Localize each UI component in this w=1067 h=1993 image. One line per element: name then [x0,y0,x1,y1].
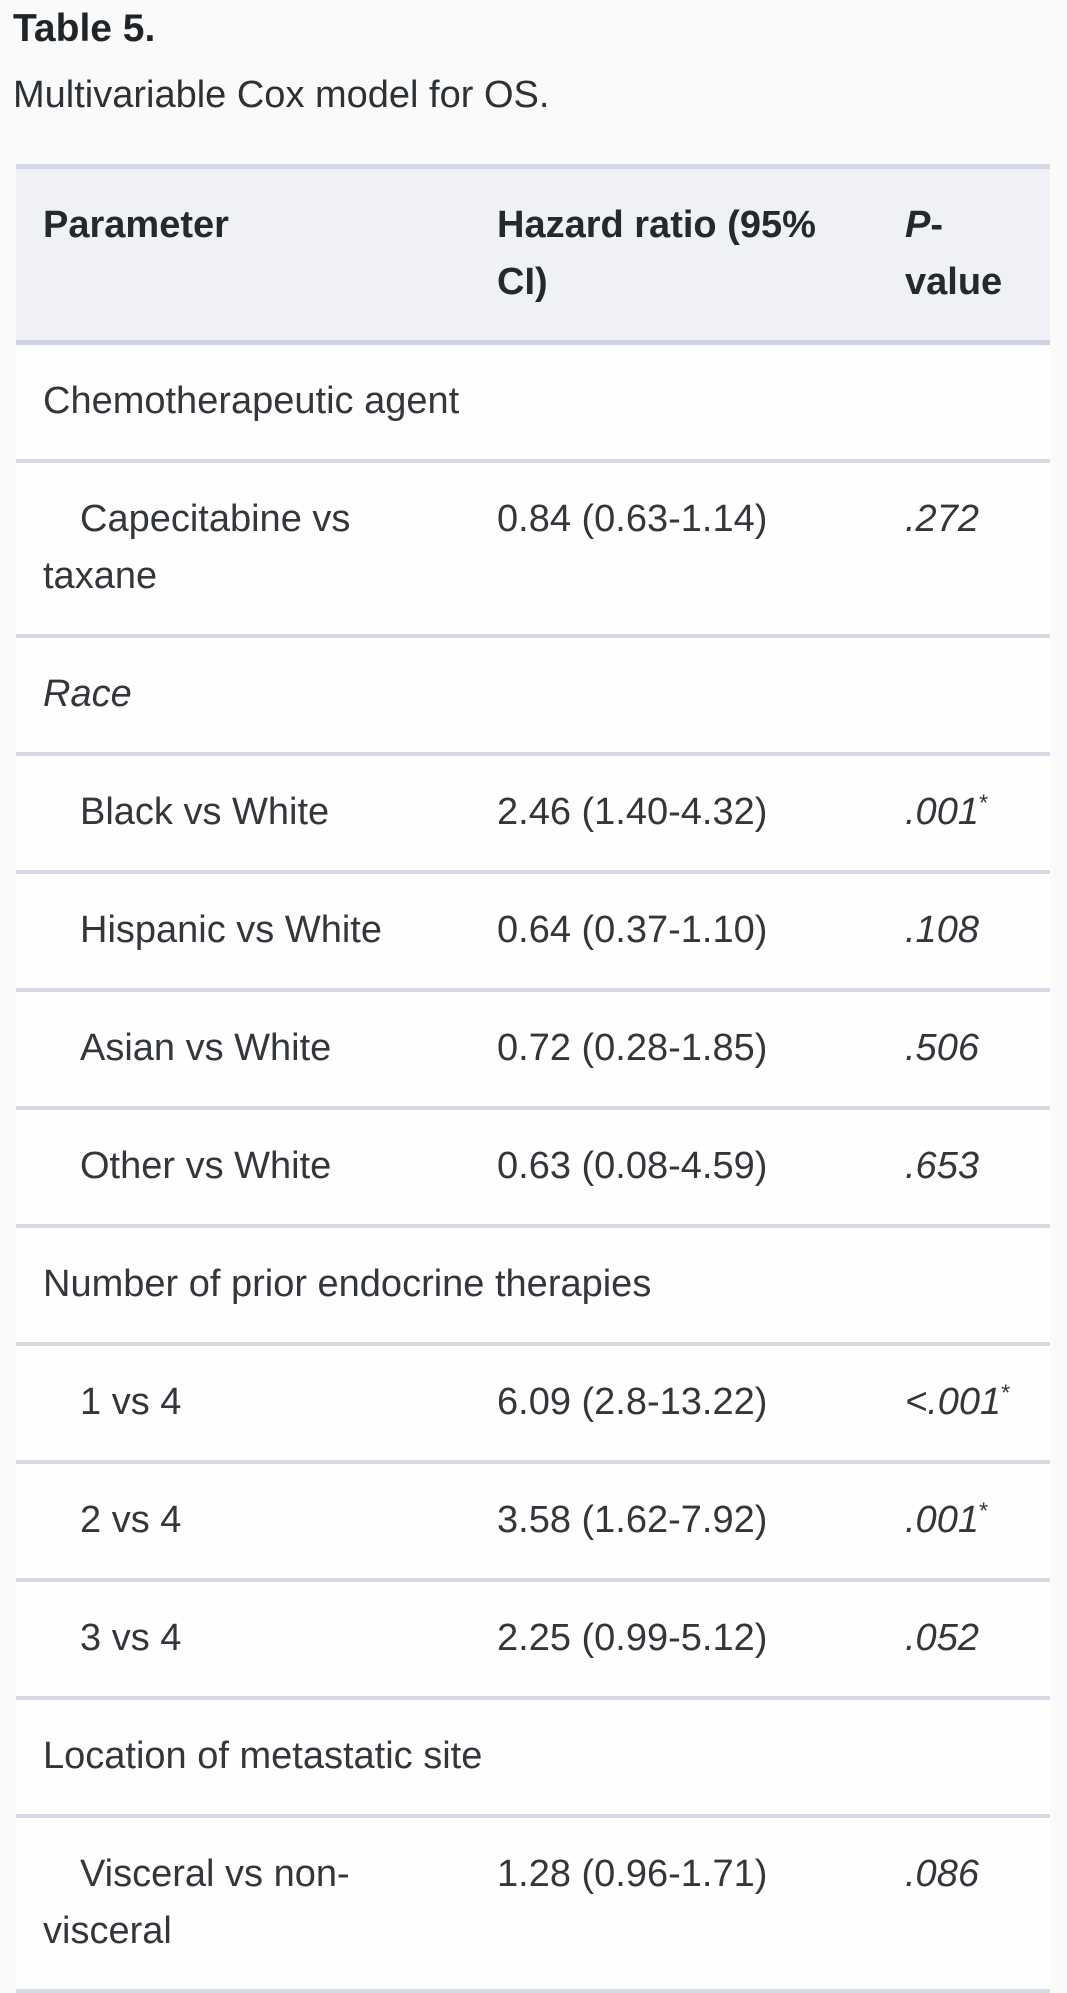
column-header-hr: Hazard ratio (95% CI) [470,166,878,346]
parameter-group-row: Number of prior endocrine therapies [16,1226,1050,1347]
parameter-cell: 3 vs 4 [16,1580,470,1701]
parameter-cell: 2 vs 4 [16,1462,470,1583]
p-value-cell: .001* [878,754,1050,875]
p-value-cell: <.001* [878,1344,1050,1465]
significance-asterisk: * [978,789,989,816]
header-row: Parameter Hazard ratio (95% CI) P-value [16,166,1050,346]
parameter-cell: Asian vs White [16,990,470,1111]
parameter-cell: Other vs White [16,1108,470,1229]
parameter-group-label: Number of prior endocrine therapies [16,1226,1050,1347]
parameter-group-label: Race [16,636,1050,757]
table-row: Capecitabine vs taxane 0.84 (0.63-1.14) .2… [16,461,1050,639]
table-title-block: Table 5. Multivariable Cox model for OS. [0,0,1067,120]
hazard-ratio-cell: 0.64 (0.37-1.10) [470,872,878,993]
table-number-label: Table 5. [13,7,156,50]
parameter-group-label: Location of metastatic site [16,1698,1050,1819]
column-header-param: Parameter [16,166,470,346]
column-header-p: P-value [878,166,1050,346]
table-row: Asian vs White 0.72 (0.28-1.85) .506 [16,990,1050,1111]
cox-model-table: Parameter Hazard ratio (95% CI) P-value Ch… [16,164,1050,1993]
parameter-group-row: Chemotherapeutic agent [16,342,1050,464]
parameter-cell: Visceral vs non-visceral [16,1816,470,1993]
italic-p-symbol: P [905,204,931,247]
parameter-cell: Hispanic vs White [16,872,470,993]
parameter-group-row: Location of metastatic site [16,1698,1050,1819]
table-header: Parameter Hazard ratio (95% CI) P-value [16,166,1050,346]
table-row: 1 vs 4 6.09 (2.8-13.22) <.001* [16,1344,1050,1465]
table-body: Chemotherapeutic agent Capecitabine vs ta… [16,342,1050,1993]
parameter-cell: Black vs White [16,754,470,875]
parameter-cell: Capecitabine vs taxane [16,461,470,639]
hazard-ratio-cell: 3.58 (1.62-7.92) [470,1462,878,1583]
parameter-group-label: Chemotherapeutic agent [16,342,1050,464]
hazard-ratio-cell: 2.46 (1.40-4.32) [470,754,878,875]
parameter-group-row: Race [16,636,1050,757]
hazard-ratio-cell: 2.25 (0.99-5.12) [470,1580,878,1701]
p-value-cell: .272 [878,461,1050,639]
table-row: Visceral vs non-visceral 1.28 (0.96-1.71)… [16,1816,1050,1993]
hazard-ratio-cell: 1.28 (0.96-1.71) [470,1816,878,1993]
p-value-cell: .052 [878,1580,1050,1701]
table-row: Other vs White 0.63 (0.08-4.59) .653 [16,1108,1050,1229]
table-caption: Multivariable Cox model for OS. [13,73,550,116]
significance-asterisk: * [978,1497,989,1524]
table-row: 3 vs 4 2.25 (0.99-5.12) .052 [16,1580,1050,1701]
hazard-ratio-cell: 0.72 (0.28-1.85) [470,990,878,1111]
table-row: Black vs White 2.46 (1.40-4.32) .001* [16,754,1050,875]
p-value-cell: .086 [878,1816,1050,1993]
p-value-cell: .001* [878,1462,1050,1583]
p-value-cell: .653 [878,1108,1050,1229]
p-value-cell: .506 [878,990,1050,1111]
parameter-cell: 1 vs 4 [16,1344,470,1465]
significance-asterisk: * [1001,1379,1011,1406]
hazard-ratio-cell: 0.84 (0.63-1.14) [470,461,878,639]
hazard-ratio-cell: 6.09 (2.8-13.22) [470,1344,878,1465]
table-row: 2 vs 4 3.58 (1.62-7.92) .001* [16,1462,1050,1583]
table-row: Hispanic vs White 0.64 (0.37-1.10) .108 [16,872,1050,993]
hazard-ratio-cell: 0.63 (0.08-4.59) [470,1108,878,1229]
p-value-cell: .108 [878,872,1050,993]
